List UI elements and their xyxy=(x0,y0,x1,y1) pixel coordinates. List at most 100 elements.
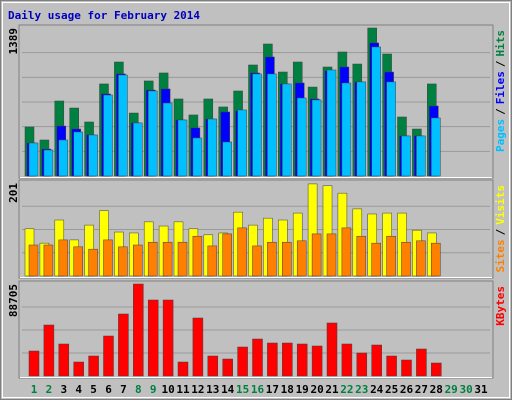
bar xyxy=(118,246,128,277)
bar xyxy=(252,338,263,377)
bar xyxy=(28,142,39,177)
bar xyxy=(326,233,337,277)
bar xyxy=(88,355,99,377)
bar xyxy=(356,235,367,277)
series-legend: Pages / Files / Hits xyxy=(494,30,507,152)
bar xyxy=(371,242,381,277)
bar xyxy=(73,131,83,177)
bar xyxy=(207,245,218,277)
bar xyxy=(58,239,69,277)
bar xyxy=(386,81,396,177)
x-tick-label: 4 xyxy=(75,383,82,396)
bar xyxy=(73,361,84,377)
bar xyxy=(326,69,337,177)
bar xyxy=(88,134,98,177)
x-tick-label: 11 xyxy=(176,383,190,396)
x-tick-label: 29 xyxy=(445,383,458,396)
legend-separator: / xyxy=(494,108,507,115)
bar xyxy=(311,345,323,377)
bar xyxy=(416,348,427,377)
bar xyxy=(118,74,128,177)
bar xyxy=(28,350,40,377)
legend-entry: Files xyxy=(494,71,507,104)
x-tick-label: 19 xyxy=(296,383,309,396)
bar xyxy=(222,141,232,177)
bar xyxy=(386,235,396,277)
bar xyxy=(431,242,441,277)
legend-entry: Sites xyxy=(494,239,507,272)
bar xyxy=(237,109,247,177)
x-tick-label: 26 xyxy=(400,383,414,396)
x-tick-label: 12 xyxy=(191,383,204,396)
x-tick-label: 17 xyxy=(266,383,279,396)
x-tick-label: 24 xyxy=(370,383,384,396)
x-tick-label: 22 xyxy=(340,383,353,396)
x-tick-label: 18 xyxy=(281,383,294,396)
x-tick-label: 7 xyxy=(120,383,127,396)
bar xyxy=(401,241,411,277)
legend-separator: / xyxy=(494,60,507,67)
bar xyxy=(73,246,83,277)
bar xyxy=(177,241,188,277)
bar xyxy=(88,248,98,277)
bar xyxy=(267,342,278,377)
bar xyxy=(133,283,144,377)
x-tick-label: 30 xyxy=(459,383,472,396)
series-legend: Sites / Visits xyxy=(494,185,507,273)
x-tick-label: 14 xyxy=(221,383,235,396)
x-tick-label: 10 xyxy=(161,383,174,396)
x-tick-label: 15 xyxy=(236,383,249,396)
bar xyxy=(133,122,143,177)
bar xyxy=(282,83,292,177)
bar xyxy=(103,94,113,177)
x-tick-label: 2 xyxy=(46,383,53,396)
bar xyxy=(207,118,218,177)
x-tick-label: 3 xyxy=(60,383,67,396)
bar xyxy=(147,299,159,377)
bar xyxy=(207,355,219,377)
bar xyxy=(282,342,293,377)
bar xyxy=(431,362,442,377)
x-tick-label: 31 xyxy=(474,383,488,396)
x-tick-label: 16 xyxy=(251,383,265,396)
bar xyxy=(311,99,322,177)
bar xyxy=(103,239,113,277)
bar xyxy=(296,240,307,277)
bar xyxy=(118,313,129,377)
bar xyxy=(356,352,368,377)
bar xyxy=(401,135,411,177)
bar xyxy=(147,90,158,177)
bar xyxy=(252,73,262,177)
y-tick-label: 1389 xyxy=(7,28,20,55)
bar xyxy=(43,244,54,277)
bar xyxy=(222,358,233,377)
bar xyxy=(177,361,189,377)
bar xyxy=(162,299,174,377)
bar xyxy=(416,240,426,277)
bar xyxy=(371,344,382,377)
bar xyxy=(192,137,203,177)
bar xyxy=(356,81,367,177)
bar xyxy=(267,73,277,177)
y-tick-label: 201 xyxy=(7,183,20,203)
x-tick-label: 28 xyxy=(430,383,443,396)
bar xyxy=(401,359,412,377)
x-tick-label: 20 xyxy=(310,383,323,396)
bar xyxy=(311,233,322,277)
bar xyxy=(192,317,204,377)
x-tick-label: 5 xyxy=(90,383,97,396)
bar xyxy=(43,149,54,177)
x-tick-label: 25 xyxy=(385,383,398,396)
legend-entry: Hits xyxy=(494,30,507,57)
bar xyxy=(162,241,173,277)
bar xyxy=(326,322,338,377)
x-tick-label: 9 xyxy=(150,383,157,396)
bar xyxy=(237,346,248,377)
bar xyxy=(341,227,352,277)
bar xyxy=(282,241,292,277)
chart-title: Daily usage for February 2014 xyxy=(8,9,200,22)
bar xyxy=(416,135,426,177)
bar xyxy=(147,241,158,277)
